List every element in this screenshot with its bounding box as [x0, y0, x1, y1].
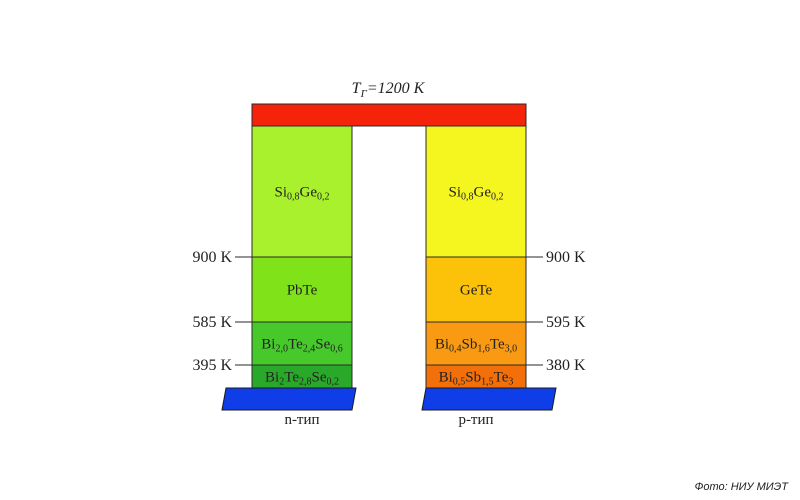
- p-leg-material-2: GeTe: [460, 283, 493, 299]
- n-temp-label-1: 900 K: [192, 249, 232, 266]
- p-type-leg: Si0,8Ge0,2 GeTe Bi0,4Sb1,6Te3,0 Bi0,5Sb1,5T…: [425, 125, 586, 428]
- p-leg-segment-2: [425, 256, 527, 323]
- n-leg-material-4: Bi2Te2,8Se0,2: [265, 370, 339, 388]
- n-leg-segment-1: [251, 125, 353, 258]
- p-leg-segment-1: [425, 125, 527, 258]
- hot-side-temperature-title: TГ=1200 K: [352, 80, 426, 100]
- p-temp-label-1: 900 K: [546, 249, 586, 266]
- p-leg-material-1: Si0,8Ge0,2: [448, 185, 503, 203]
- n-leg-material-2: PbTe: [287, 283, 318, 299]
- photo-credit: Фото: НИУ МИЭТ: [695, 481, 790, 493]
- n-leg-cold-plate: [221, 387, 357, 411]
- p-temp-label-3: 380 K: [546, 357, 586, 374]
- n-leg-material-1: Si0,8Ge0,2: [274, 185, 329, 203]
- p-leg-material-4: Bi0,5Sb1,5Te3: [439, 370, 514, 388]
- p-temp-label-2: 595 K: [546, 314, 586, 331]
- p-leg-cold-plate: [421, 387, 557, 411]
- n-temp-label-3: 395 K: [192, 357, 232, 374]
- p-leg-segment-3: [425, 321, 527, 366]
- n-temp-label-2: 585 K: [192, 314, 232, 331]
- p-leg-material-3: Bi0,4Sb1,6Te3,0: [435, 337, 517, 355]
- n-type-label: n-тип: [284, 412, 319, 428]
- n-leg-segment-3: [251, 321, 353, 366]
- n-type-leg: Si0,8Ge0,2 PbTe Bi2,0Te2,4Se0,6 Bi2Te2,8Se0…: [192, 125, 353, 428]
- n-leg-material-3: Bi2,0Te2,4Se0,6: [261, 337, 342, 355]
- hot-junction-bar: [251, 103, 527, 127]
- p-type-label: p-тип: [458, 412, 493, 428]
